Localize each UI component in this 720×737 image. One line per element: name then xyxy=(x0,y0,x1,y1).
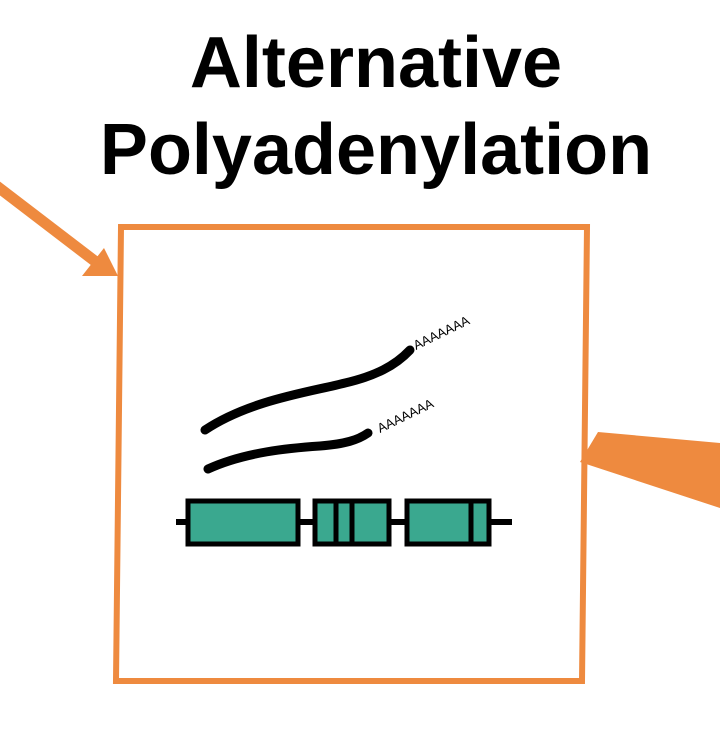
title-line-2: Polyadenylation xyxy=(99,110,653,190)
polya-tail-short: AAAAAAA xyxy=(375,395,436,435)
left-arrow xyxy=(0,181,118,276)
title-line-1: Alternative xyxy=(189,23,563,103)
gene-model xyxy=(176,498,512,547)
diagram-title: Alternative Polyadenylation xyxy=(0,20,720,194)
transcript-long xyxy=(200,345,415,435)
exon-1 xyxy=(185,498,301,547)
exon-3 xyxy=(404,498,492,547)
frame-box xyxy=(112,224,591,684)
transcript-short xyxy=(203,428,373,474)
polya-tail-long: AAAAAAA xyxy=(411,312,472,352)
right-arrow xyxy=(580,432,720,508)
